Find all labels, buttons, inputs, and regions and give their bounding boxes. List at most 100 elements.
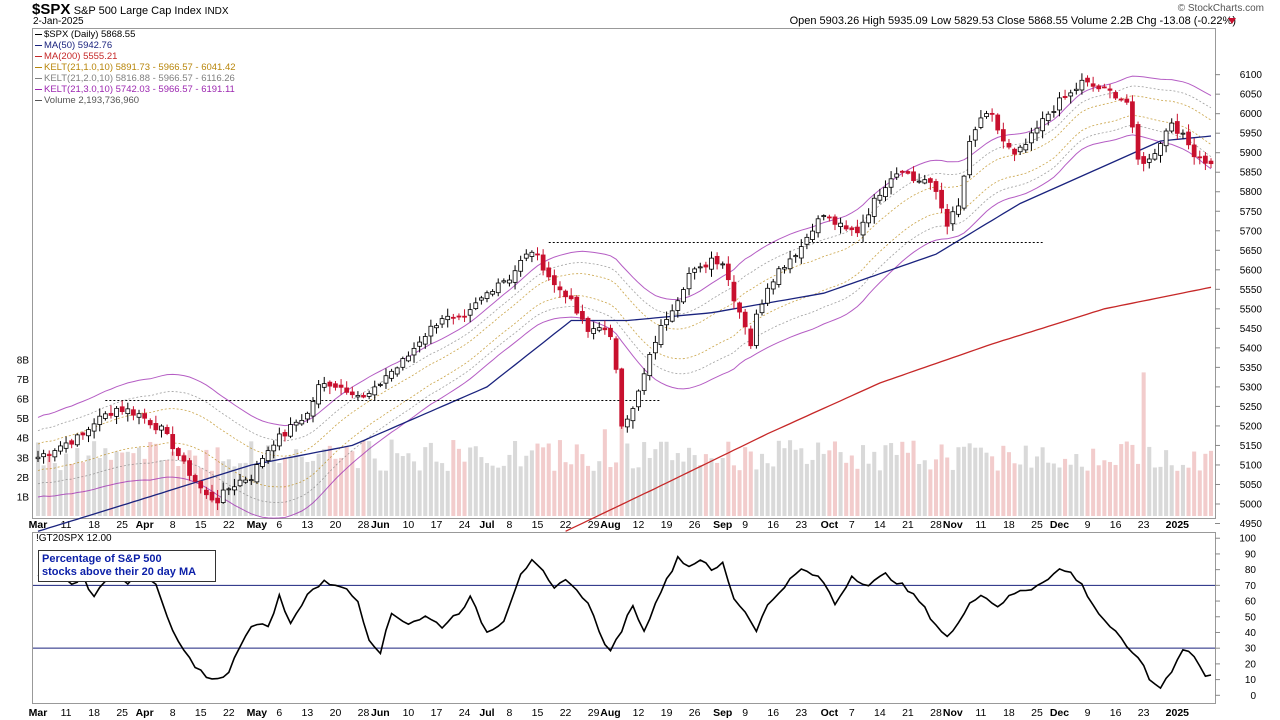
x-tick-label: 23 <box>795 519 807 531</box>
volume-bar <box>322 448 327 516</box>
indicator-annotation: Percentage of S&P 500 stocks above their… <box>38 550 216 582</box>
indicator-x-tick-label: 11 <box>61 707 72 719</box>
legend-text: KELT(21,2.0,10) 5816.88 - 5966.57 - 6116… <box>44 73 235 84</box>
candle-body <box>1197 156 1203 159</box>
candle-body <box>276 433 282 447</box>
candle-body <box>153 423 159 431</box>
indicator-x-tick-label: Aug <box>600 707 620 719</box>
candle-body <box>866 214 872 224</box>
volume-bar <box>788 440 793 516</box>
volume-bar <box>995 470 1000 516</box>
volume-bar <box>832 441 837 516</box>
volume-bar <box>238 463 243 516</box>
candle-body <box>248 479 254 482</box>
volume-bar <box>389 439 394 516</box>
candle-body <box>989 112 995 115</box>
volume-bar <box>821 453 826 516</box>
volume-bar <box>950 469 955 516</box>
candle-body <box>198 481 204 489</box>
candle-body <box>467 309 473 316</box>
candle-body <box>1118 98 1124 101</box>
candle-body <box>1101 86 1107 89</box>
candle-body <box>647 354 653 377</box>
volume-tick-label: 1B <box>17 493 30 504</box>
indicator-x-tick-label: 2025 <box>1166 707 1190 719</box>
legend-text: KELT(21,3.0,10) 5742.03 - 5966.57 - 6191… <box>44 84 235 95</box>
x-tick-label: 18 <box>88 519 100 531</box>
indicator-x-tick-label: 17 <box>431 707 443 719</box>
volume-bar <box>574 444 579 516</box>
volume-bar <box>271 449 276 516</box>
candle-body <box>810 230 815 240</box>
candle-body <box>888 178 894 188</box>
candle-body <box>366 393 372 397</box>
candle-body <box>703 264 709 268</box>
indicator-x-tick-label: Jul <box>479 707 494 719</box>
candle-body <box>826 216 832 219</box>
volume-bar <box>557 440 562 516</box>
volume-bar <box>759 453 765 516</box>
volume-bar <box>440 463 445 516</box>
volume-bar <box>563 462 568 516</box>
legend-swatch <box>35 55 42 57</box>
volume-bar <box>816 442 821 516</box>
indicator-x-tick-label: 6 <box>276 707 282 719</box>
volume-bar <box>1057 467 1062 516</box>
volume-bar <box>35 442 41 516</box>
candle-body <box>770 281 776 290</box>
volume-bar <box>434 461 439 516</box>
indicator-tick-label: 90 <box>1245 549 1257 560</box>
volume-bar <box>1029 467 1034 516</box>
indicator-tick-label: 70 <box>1245 581 1257 592</box>
volume-bar <box>889 443 894 516</box>
candle-body <box>462 315 467 318</box>
volume-bar <box>866 463 871 516</box>
volume-bar <box>333 458 338 516</box>
x-tick-label: 8 <box>170 519 176 531</box>
volume-bar <box>456 448 461 516</box>
ma50-line <box>37 135 1212 532</box>
volume-bar <box>838 452 843 516</box>
x-tick-label: 22 <box>560 519 572 531</box>
volume-bar <box>52 463 57 516</box>
candle-body <box>1057 97 1062 111</box>
candle-body <box>916 180 922 183</box>
candle-body <box>69 440 75 445</box>
candle-body <box>849 227 855 230</box>
candle-body <box>265 450 271 461</box>
volume-bar <box>423 447 428 516</box>
volume-bar <box>872 451 877 516</box>
volume-bar <box>827 450 832 516</box>
candle-body <box>1073 88 1079 91</box>
x-tick-label: Sep <box>713 519 732 531</box>
price-tick-label: 5400 <box>1240 343 1263 354</box>
volume-bar <box>339 457 344 516</box>
volume-bar <box>602 429 607 516</box>
indicator-x-tick-label: 24 <box>459 707 471 719</box>
candle-body <box>316 384 321 405</box>
chart-date: 2-Jan-2025 <box>33 16 84 27</box>
volume-bar <box>1063 458 1068 516</box>
candle-body <box>568 295 574 300</box>
volume-bar <box>193 455 198 516</box>
brand[interactable]: © StockCharts.com <box>1177 3 1264 14</box>
candle-body <box>798 246 804 259</box>
indicator-x-tick-label: May <box>247 707 268 719</box>
volume-bar <box>771 466 776 516</box>
volume-bar <box>973 447 978 516</box>
candle-body <box>164 427 170 434</box>
candle-body <box>288 424 293 437</box>
candle-body <box>787 258 793 270</box>
candle-body <box>782 267 787 270</box>
candle-body <box>254 464 260 483</box>
legend-entry: KELT(21,3.0,10) 5742.03 - 5966.57 - 6191… <box>35 84 236 95</box>
candle-body <box>653 341 658 354</box>
candle-body <box>338 384 344 388</box>
candle-body <box>551 275 557 286</box>
volume-bar <box>243 462 248 516</box>
candle-body <box>692 268 698 273</box>
indicator-x-tick-label: 15 <box>532 707 544 719</box>
candle-body <box>574 296 580 314</box>
volume-bar <box>1203 453 1208 516</box>
candle-body <box>1141 156 1147 164</box>
